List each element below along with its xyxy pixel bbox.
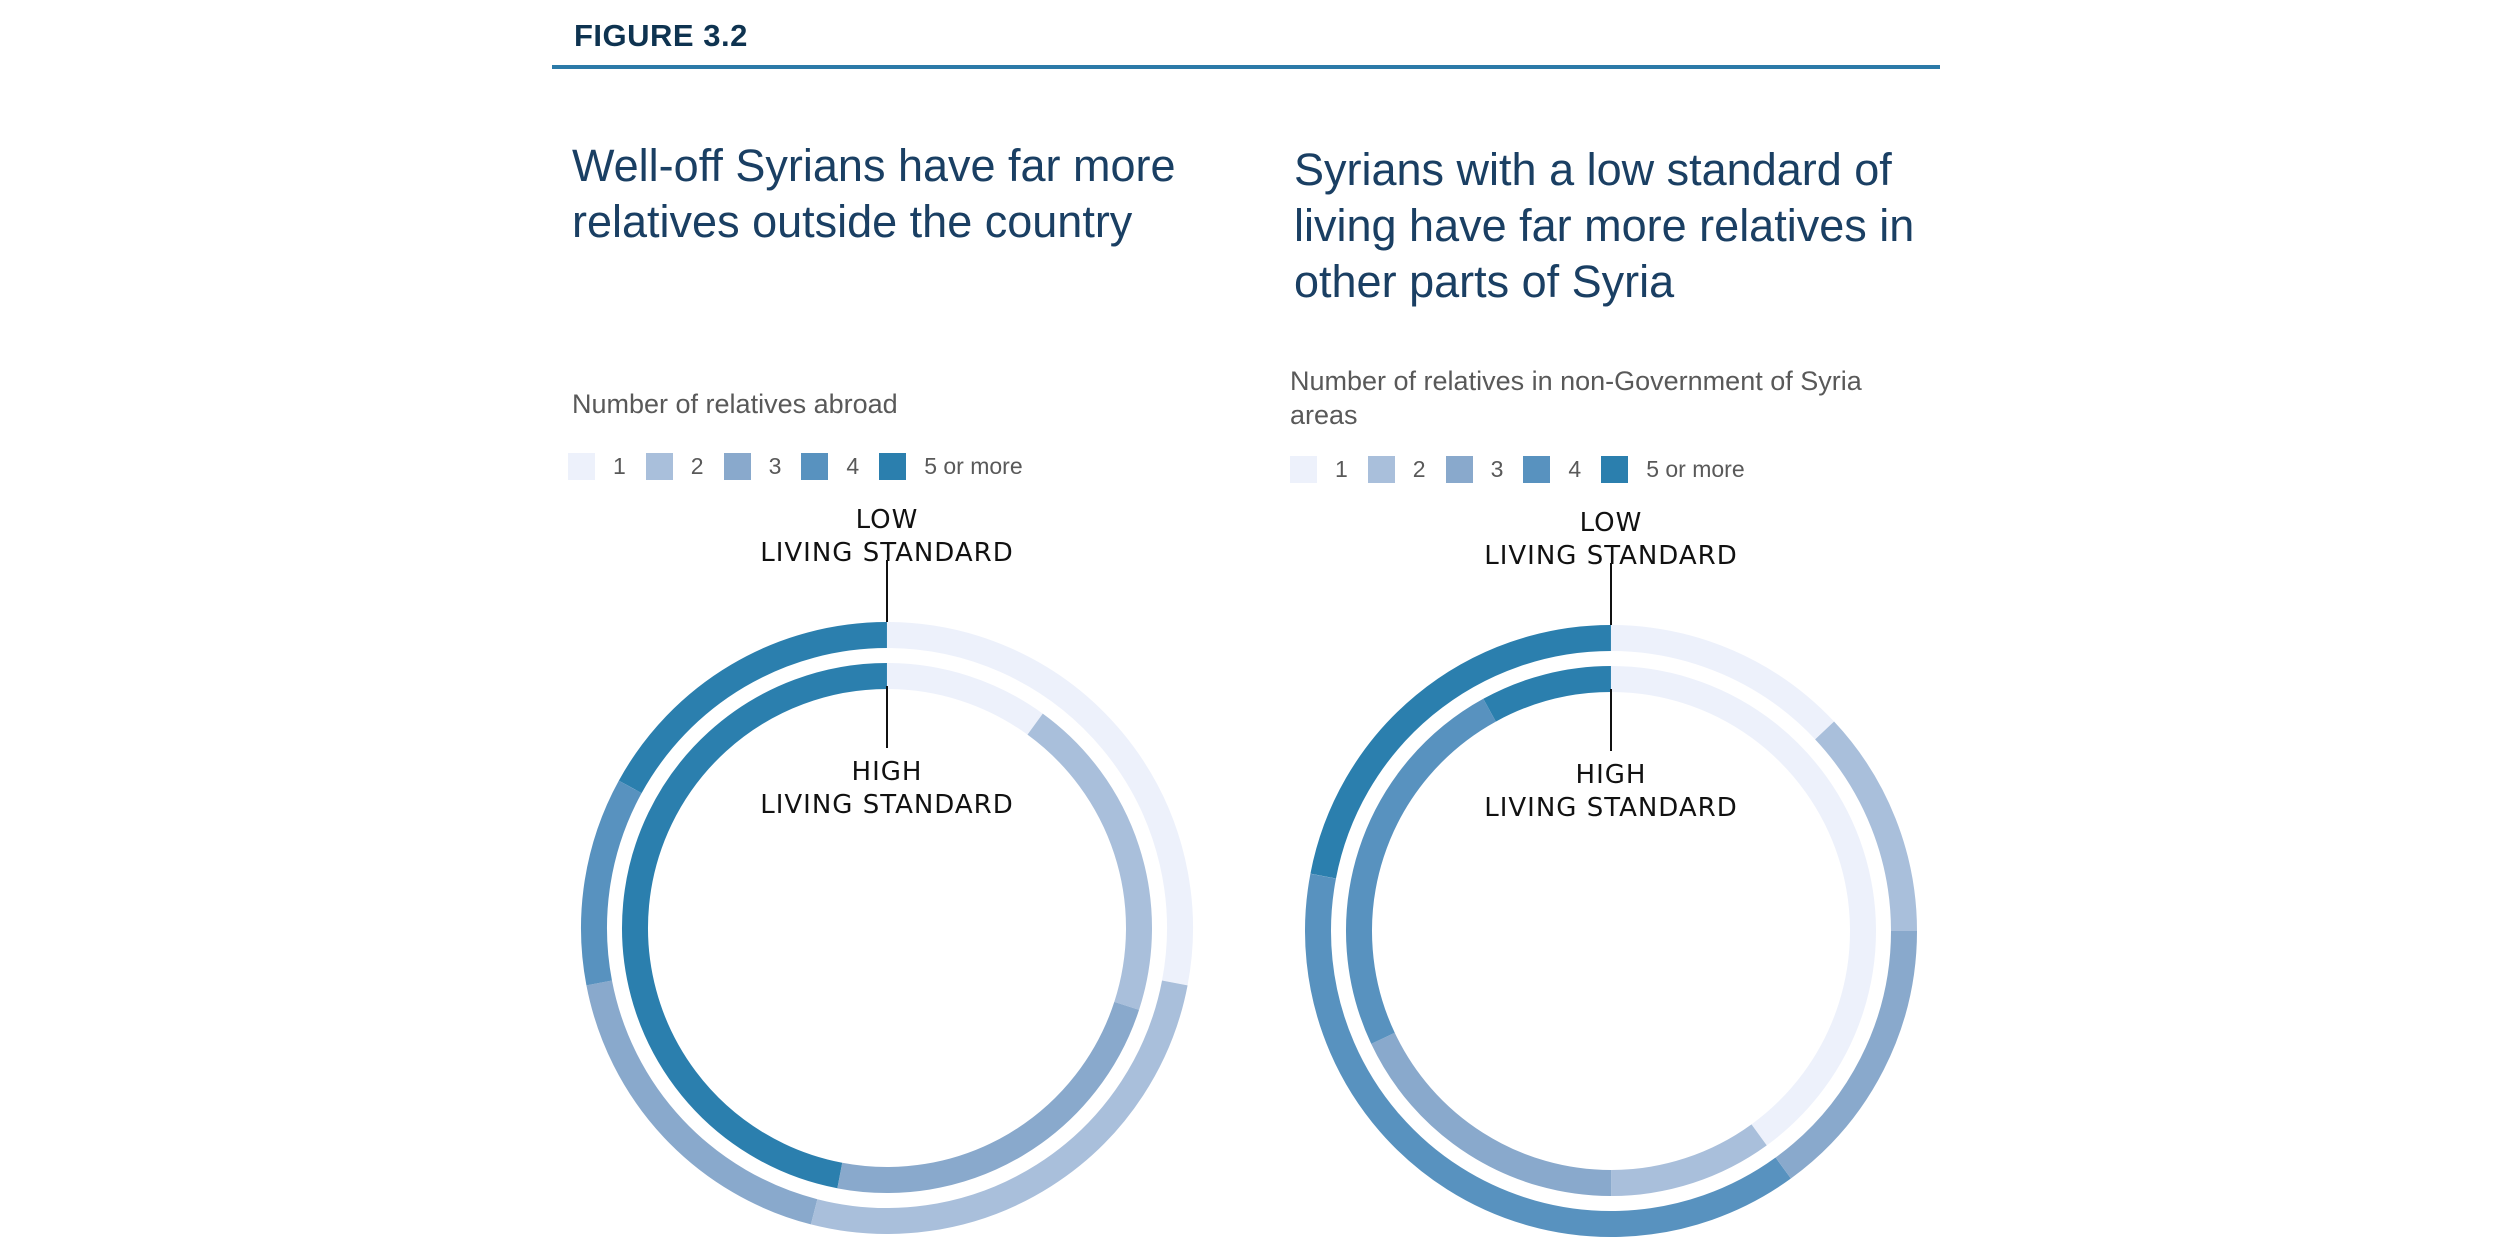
chart-2-title: Syrians with a low standard of living ha…	[1294, 144, 1915, 307]
legend-item: 2	[1367, 455, 1426, 483]
inner-ring-segment-1	[1610, 666, 1877, 1146]
legend-label: 3	[768, 452, 782, 479]
inner-ring-segment-5	[622, 663, 887, 1189]
figure-rule	[552, 65, 1940, 69]
figure-label: FIGURE 3.2	[574, 18, 748, 53]
inner-ring-label-line1: HIGH	[1576, 760, 1647, 790]
legend-swatch	[801, 452, 829, 480]
chart-1-title: Well-off Syrians have far more relatives…	[572, 140, 1176, 247]
legend-swatch	[1601, 455, 1629, 483]
legend-item: 4	[801, 452, 860, 480]
chart-1-subtitle: Number of relatives abroad	[572, 389, 898, 419]
legend-label: 5 or more	[1646, 455, 1745, 482]
outer-ring-segment-2	[810, 980, 1188, 1234]
legend-item: 3	[1445, 455, 1504, 483]
outer-ring-segment-3	[586, 980, 818, 1225]
legend-label: 1	[1335, 455, 1348, 482]
inner-ring-segment-2	[1610, 1124, 1767, 1196]
legend-item: 3	[723, 452, 782, 480]
inner-ring-label-line2: LIVING STANDARD	[1484, 793, 1738, 823]
outer-ring-label-line2: LIVING STANDARD	[760, 538, 1014, 568]
outer-ring-segment-5	[1310, 625, 1611, 879]
legend-item: 1	[568, 452, 626, 480]
legend-item: 5 or more	[1601, 455, 1745, 483]
legend-label: 3	[1490, 455, 1504, 482]
legend-item: 4	[1523, 455, 1582, 483]
outer-ring-segment-1	[1610, 625, 1835, 740]
legend-label: 2	[1412, 455, 1426, 482]
chart-2-legend: 1 2 3 4 5 or more	[1290, 454, 1765, 484]
donut-chart-1: LOW LIVING STANDARD HIGH LIVING STANDARD	[581, 505, 1193, 1234]
chart-1-legend: 1 2 3 4 5 or more	[568, 451, 1043, 481]
outer-ring-segment-1	[886, 622, 1193, 986]
legend-swatch	[879, 452, 907, 480]
inner-ring-label-line1: HIGH	[852, 757, 923, 787]
outer-ring-label-line2: LIVING STANDARD	[1484, 541, 1738, 571]
inner-ring-segment-3	[1371, 1032, 1612, 1196]
outer-ring-label-line1: LOW	[856, 505, 919, 535]
donut-chart-2: LOW LIVING STANDARD HIGH LIVING STANDARD	[1305, 508, 1917, 1237]
legend-item: 2	[645, 452, 704, 480]
legend-item: 5 or more	[879, 452, 1023, 480]
legend-swatch	[1523, 455, 1551, 483]
inner-ring-segment-3	[837, 1001, 1140, 1193]
legend-label: 5 or more	[924, 452, 1023, 479]
outer-ring-segment-3	[1775, 930, 1917, 1179]
outer-ring-label-line1: LOW	[1580, 508, 1643, 538]
legend-swatch	[645, 452, 673, 480]
outer-ring-segment-5	[618, 622, 887, 794]
legend-swatch	[1290, 455, 1317, 483]
chart-2-subtitle: Number of relatives in non-Government of…	[1290, 366, 1862, 430]
outer-ring-segment-4	[1305, 873, 1791, 1237]
legend-swatch	[568, 452, 595, 480]
inner-ring-label-line2: LIVING STANDARD	[760, 790, 1014, 820]
inner-ring-segment-5	[1483, 666, 1612, 722]
legend-label: 2	[690, 452, 704, 479]
inner-ring-segment-2	[1027, 713, 1152, 1010]
legend-swatch	[1445, 455, 1473, 483]
legend-label: 4	[846, 452, 860, 479]
inner-ring-segment-1	[886, 663, 1043, 735]
legend-label: 4	[1568, 455, 1582, 482]
legend-item: 1	[1290, 455, 1348, 483]
legend-swatch	[723, 452, 751, 480]
legend-swatch	[1367, 455, 1395, 483]
legend-label: 1	[613, 452, 626, 479]
outer-ring-segment-4	[581, 780, 642, 986]
outer-ring-segment-2	[1815, 721, 1917, 932]
inner-ring-segment-4	[1346, 698, 1496, 1044]
